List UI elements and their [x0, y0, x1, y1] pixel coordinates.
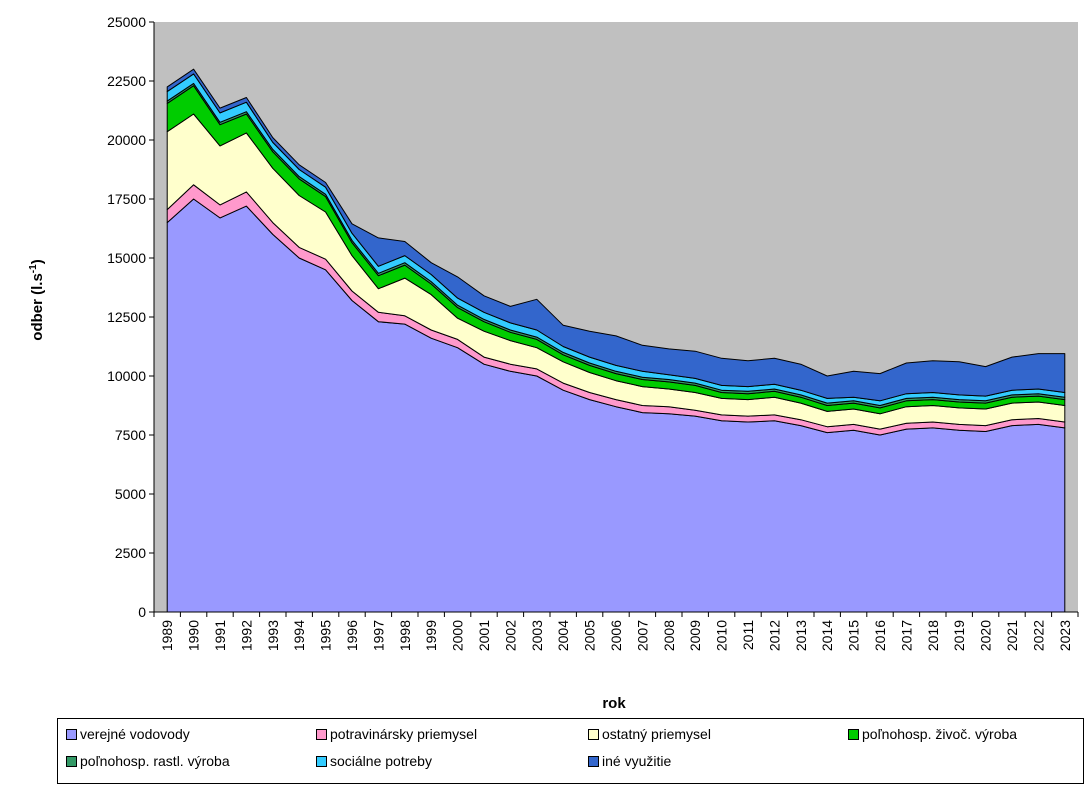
y-tick-label: 0	[138, 604, 146, 620]
x-tick-label: 2017	[898, 620, 914, 651]
legend-item-1: verejné vodovody	[66, 726, 190, 742]
x-tick-label: 2023	[1057, 620, 1073, 651]
x-tick-label: 2005	[582, 620, 598, 651]
area-series-7	[166, 68, 1066, 402]
x-axis-title: rok	[602, 695, 626, 712]
x-tick-label: 1994	[291, 620, 307, 651]
legend-item-4: poľnohosp. živoč. výroba	[848, 726, 1017, 742]
y-tick-label: 2500	[115, 545, 146, 561]
y-axis-ticks: 0 2500 5000 7500 10000 12500 15000 17500 20000 22…	[107, 14, 154, 620]
x-tick-label: 2004	[555, 620, 571, 651]
x-tick-label: 2020	[978, 620, 994, 651]
x-tick-label: 1997	[370, 620, 386, 651]
legend-swatch	[588, 755, 599, 767]
legend-label: verejné vodovody	[80, 726, 190, 742]
x-tick-label: 2016	[872, 620, 888, 651]
x-tick-label: 2013	[793, 620, 809, 651]
x-tick-label: 2000	[450, 620, 466, 651]
x-tick-label: 1993	[265, 620, 281, 651]
x-tick-label: 2021	[1004, 620, 1020, 651]
y-tick-label: 17500	[107, 191, 146, 207]
legend-label: sociálne potreby	[330, 753, 432, 769]
y-axis-title-superscript: -1	[28, 264, 39, 273]
y-axis-title-tail: )	[29, 259, 46, 264]
legend-item-5: poľnohosp. rastl. výroba	[66, 753, 230, 769]
legend: verejné vodovody potravinársky priemysel o…	[57, 718, 1084, 784]
y-tick-label: 15000	[107, 250, 146, 266]
x-tick-label: 2008	[661, 620, 677, 651]
x-axis-ticks: 1989 1990 1991 1992 1993 1994 1995 1996 1997 1998…	[153, 612, 1079, 651]
x-tick-label: 1992	[238, 620, 254, 651]
x-tick-label: 2022	[1030, 620, 1046, 651]
legend-item-3: ostatný priemysel	[588, 726, 711, 742]
x-tick-label: 2002	[502, 620, 518, 651]
x-tick-label: 1999	[423, 620, 439, 651]
y-tick-label: 12500	[107, 309, 146, 325]
y-tick-label: 10000	[107, 368, 146, 384]
x-tick-label: 1991	[212, 620, 228, 651]
legend-item-6: sociálne potreby	[316, 753, 432, 769]
legend-label: iné využitie	[602, 753, 672, 769]
legend-swatch	[848, 728, 859, 740]
legend-swatch	[588, 728, 599, 740]
legend-label: poľnohosp. rastl. výroba	[80, 753, 230, 769]
legend-swatch	[316, 728, 327, 740]
x-tick-label: 2003	[529, 620, 545, 651]
legend-swatch	[316, 755, 327, 767]
x-tick-label: 2001	[476, 620, 492, 651]
x-tick-label: 2010	[714, 620, 730, 651]
x-tick-label: 1998	[397, 620, 413, 651]
y-tick-label: 22500	[107, 73, 146, 89]
y-axis-title-main: odber (l.s	[29, 273, 46, 341]
legend-item-2: potravinársky priemysel	[316, 726, 477, 742]
x-tick-label: 1989	[159, 620, 175, 651]
x-tick-label: 2019	[951, 620, 967, 651]
y-tick-label: 20000	[107, 132, 146, 148]
legend-swatch	[66, 755, 77, 767]
y-tick-label: 25000	[107, 14, 146, 30]
x-tick-label: 2014	[819, 620, 835, 651]
legend-swatch	[66, 728, 77, 740]
x-tick-label: 2012	[766, 620, 782, 651]
area-series-group	[166, 68, 1066, 613]
x-tick-label: 1990	[186, 620, 202, 651]
x-tick-label: 2015	[846, 620, 862, 651]
area-chart: 0 2500 5000 7500 10000 12500 15000 17500 20000 22…	[28, 14, 1079, 712]
x-tick-label: 2009	[687, 620, 703, 651]
legend-item-7: iné využitie	[588, 753, 671, 769]
x-tick-label: 1996	[344, 620, 360, 651]
legend-label: potravinársky priemysel	[330, 726, 478, 742]
y-axis-title: odber (l.s-1)	[28, 259, 46, 340]
x-tick-label: 2007	[634, 620, 650, 651]
x-tick-label: 1995	[318, 620, 334, 651]
y-tick-label: 5000	[115, 486, 146, 502]
y-tick-label: 7500	[115, 427, 146, 443]
legend-label: ostatný priemysel	[602, 726, 711, 742]
x-tick-label: 2018	[925, 620, 941, 651]
x-tick-label: 2006	[608, 620, 624, 651]
legend-label: poľnohosp. živoč. výroba	[862, 726, 1018, 742]
x-tick-label: 2011	[740, 620, 756, 650]
